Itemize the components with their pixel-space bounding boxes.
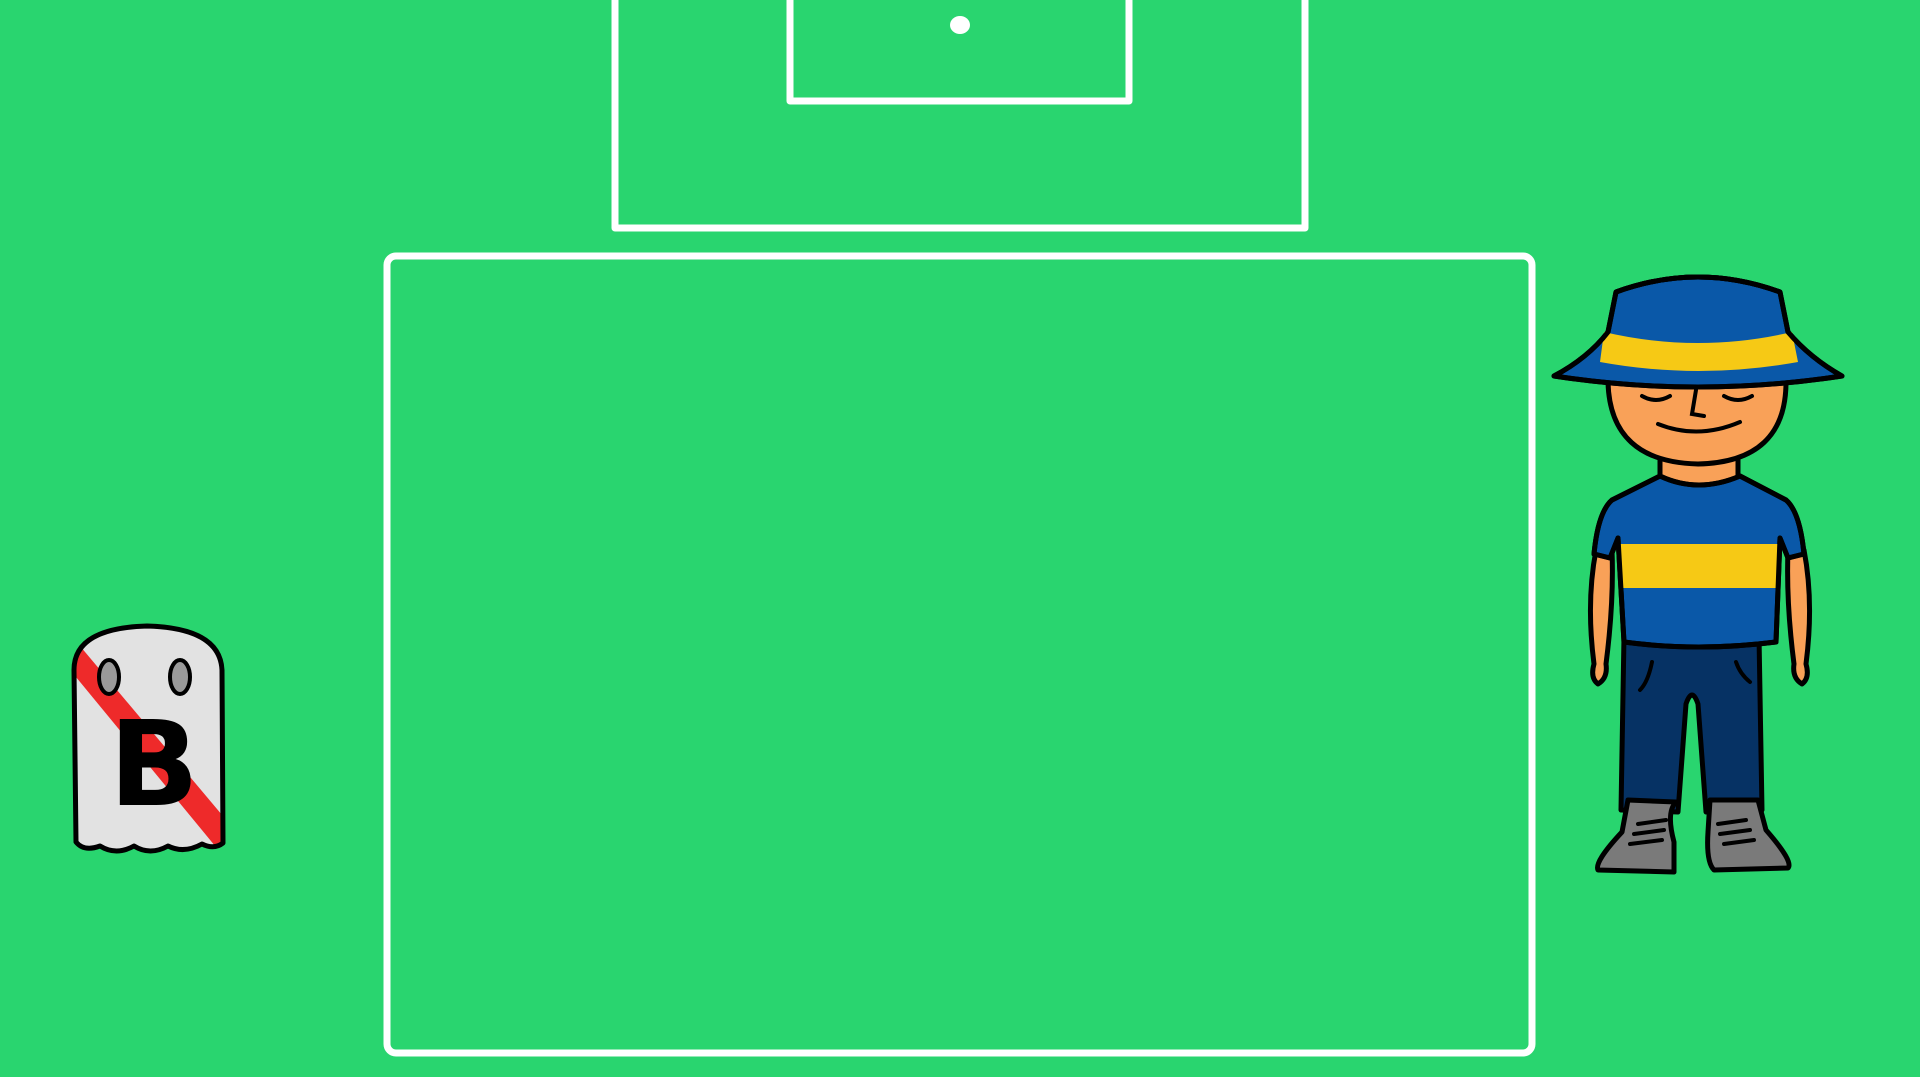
- player-hat-band: [1600, 332, 1798, 371]
- ghost-eye-right-icon: [168, 658, 192, 696]
- player-shoe-left: [1595, 797, 1679, 875]
- goal-area: [786, 0, 1133, 105]
- ghost-eye-left-icon: [97, 658, 121, 696]
- playing-zone[interactable]: [383, 252, 1536, 1057]
- player-arm-left: [1587, 547, 1615, 687]
- ghost-character[interactable]: B: [62, 620, 232, 860]
- player-shirt-band: [1620, 544, 1780, 588]
- penalty-area: [611, 0, 1309, 232]
- player-shoe-right: [1705, 797, 1792, 873]
- player-head: [1605, 379, 1789, 467]
- penalty-spot: [950, 16, 970, 34]
- player-pants: [1618, 633, 1765, 815]
- player-face: [1638, 388, 1754, 692]
- player-character[interactable]: [1548, 272, 1848, 882]
- ghost-sash: [74, 646, 223, 851]
- bottom-border: [0, 1077, 1920, 1080]
- player-arm-right: [1785, 547, 1813, 687]
- ghost-emblem-letter: B: [109, 695, 199, 833]
